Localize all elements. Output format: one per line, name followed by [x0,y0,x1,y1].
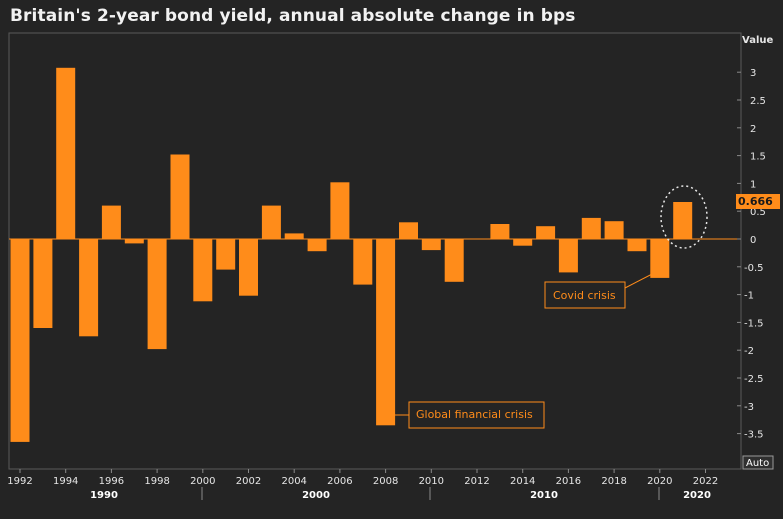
bar-2006 [330,182,350,239]
covid-leader-line [624,270,659,289]
bar-2007 [353,239,373,285]
bar-2003 [261,205,281,239]
y-tick-label: 1.5 [750,152,766,163]
x-axis-ticks: 1992 1994 1996 1998 2000 2002 2004 2006 2008 2010… [7,469,718,487]
decade-label: 2000 [302,490,330,501]
bars [10,67,693,442]
bar-1995 [79,239,99,337]
y-tick-label: -0.5 [744,263,764,274]
decade-label: 1990 [90,490,118,501]
bar-2015 [536,226,556,239]
x-tick-label: 2016 [556,476,581,487]
last-value-badge [736,194,780,209]
y-tick-label: 2.5 [750,96,766,107]
bar-1994 [56,67,76,239]
x-tick-label: 2018 [601,476,626,487]
y-tick-label: -3.5 [744,430,764,441]
y-tick-label: 0.5 [750,207,766,218]
bar-2011 [444,239,464,282]
y-tick-label: -2 [744,346,754,357]
bar-1992 [10,239,30,442]
y-tick-label: -1.5 [744,318,764,329]
bar-2004 [284,233,304,239]
bar-2001 [216,239,236,270]
last-value-label: 0.666 [738,195,773,208]
bar-2010 [421,239,441,251]
decade-label: 2010 [530,490,558,501]
bar-2019 [627,239,647,252]
y-tick-label: -1 [744,291,754,302]
bar-1999 [170,154,190,239]
x-tick-label: 2004 [281,476,306,487]
decade-label: 2020 [683,490,711,501]
covid-annotation: Covid crisis [553,289,616,302]
y-axis-title: Value [742,35,773,46]
bar-2016 [558,239,578,273]
bar-1997 [124,239,144,244]
y-tick-label: 2 [750,124,756,135]
bar-2017 [581,217,601,239]
x-tick-label: 1996 [99,476,124,487]
chart-title: Britain's 2-year bond yield, annual abso… [10,6,576,26]
y-axis-ticks: 3 2.5 2 1.5 1 0.5 0 -0.5 -1 -1.5 -2 -2.5 -3 -3.5 [737,68,766,441]
y-tick-label: -3 [744,402,754,413]
bar-2013 [490,224,510,239]
y-tick-label: -2.5 [744,374,764,385]
bar-1996 [101,205,121,239]
x-tick-label: 1994 [53,476,78,487]
decade-separators [201,487,660,500]
y-tick-label: 3 [750,68,756,79]
plot-area [8,32,742,470]
x-tick-label: 2006 [327,476,352,487]
bar-2009 [399,222,418,239]
bar-2014 [513,239,533,246]
bar-2020 [650,239,670,278]
bar-2018 [604,221,624,239]
bar-2005 [307,239,327,252]
x-tick-label: 2000 [190,476,215,487]
gfc-annotation: Global financial crisis [416,408,533,421]
auto-button-box[interactable] [742,455,774,470]
x-tick-label: 1992 [7,476,32,487]
covid-highlight-circle [660,185,708,249]
auto-button[interactable]: Auto [746,458,769,469]
bar-2002 [239,239,258,296]
y-tick-label: 1 [750,179,756,190]
x-tick-label: 2010 [419,476,444,487]
bar-2008 [376,239,396,426]
x-tick-label: 2022 [693,476,718,487]
x-tick-label: 2020 [647,476,672,487]
x-tick-label: 2008 [373,476,398,487]
y-tick-label: 0 [750,235,756,246]
bar-1998 [147,239,167,350]
bar-2021 [673,202,693,239]
bar-2000 [193,239,213,302]
bar-1993 [33,239,53,328]
x-tick-label: 2014 [510,476,535,487]
x-tick-label: 1998 [144,476,169,487]
x-tick-label: 2012 [464,476,489,487]
x-tick-label: 2002 [236,476,261,487]
covid-annotation-box [544,281,626,309]
decade-labels: 1990 2000 2010 2020 [90,490,711,501]
gfc-annotation-box [408,401,545,429]
